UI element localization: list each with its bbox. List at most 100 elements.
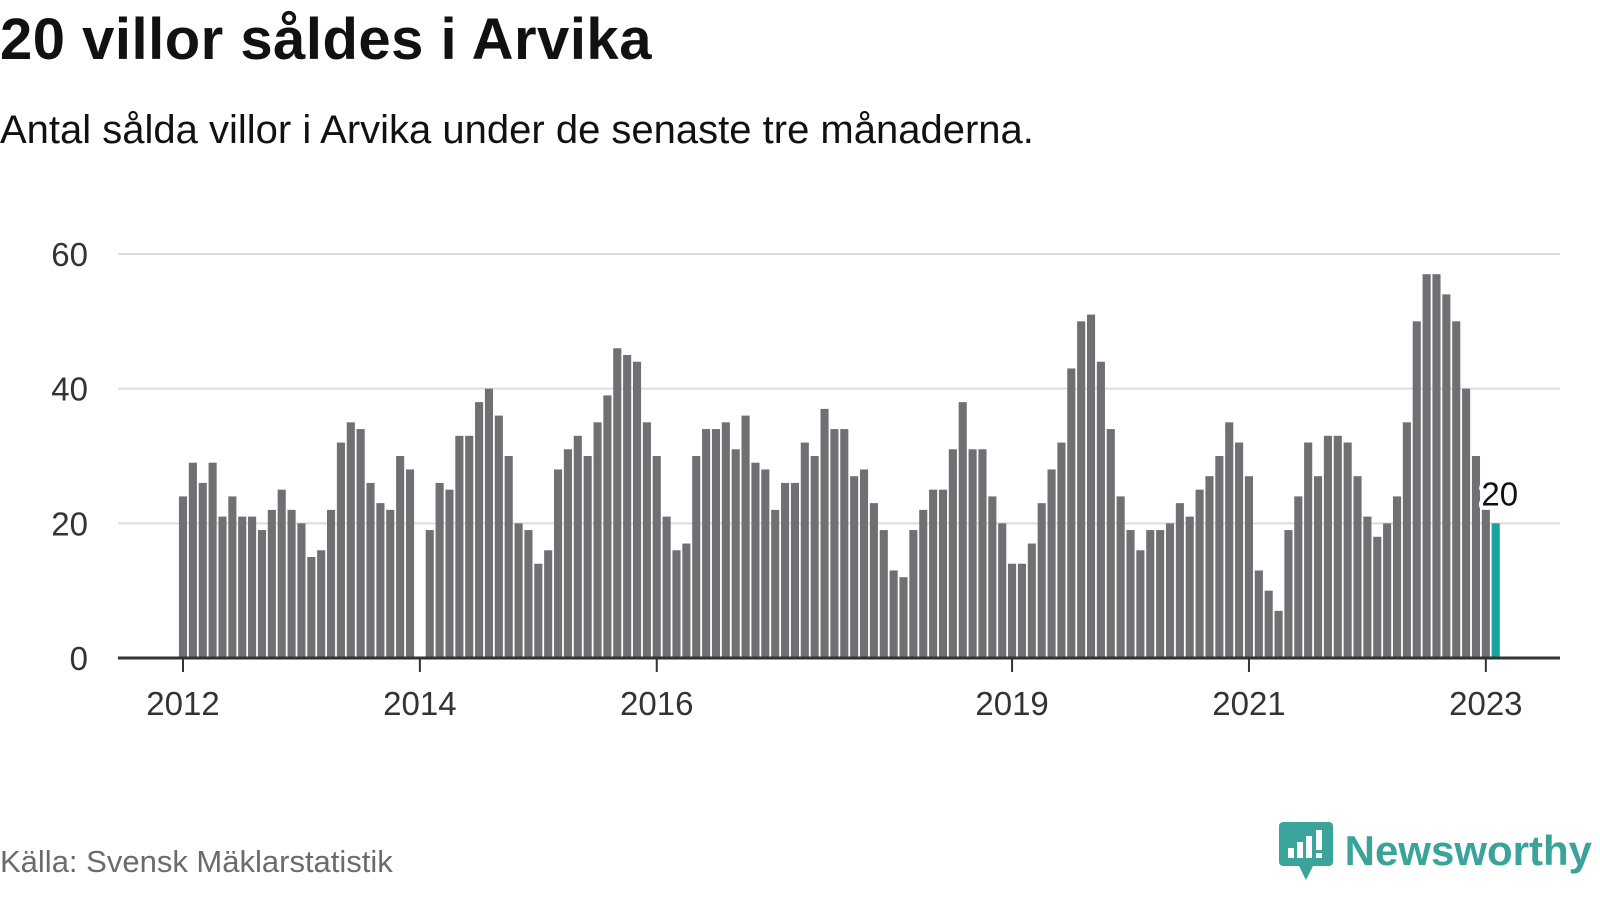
bar xyxy=(563,449,572,658)
bar xyxy=(178,496,188,658)
bar xyxy=(583,456,592,658)
bar xyxy=(968,449,977,658)
bar xyxy=(494,415,503,658)
bar xyxy=(1244,476,1254,658)
bar xyxy=(475,402,484,658)
bar xyxy=(978,449,987,658)
bar xyxy=(376,503,385,658)
bar xyxy=(484,388,494,658)
y-tick-label: 40 xyxy=(51,371,88,408)
bar xyxy=(1323,435,1332,658)
bar xyxy=(1067,368,1076,658)
brand-name: Newsworthy xyxy=(1344,827,1592,874)
bar xyxy=(692,456,701,658)
bar xyxy=(899,577,908,658)
bar xyxy=(879,530,888,658)
bar xyxy=(1284,530,1293,658)
bar xyxy=(702,429,711,658)
bar xyxy=(1086,314,1096,658)
bar xyxy=(603,395,612,658)
bar xyxy=(317,550,326,658)
bar xyxy=(1333,435,1342,658)
bar xyxy=(761,469,770,658)
bar xyxy=(948,449,957,658)
bar xyxy=(1304,442,1313,658)
x-tick-label: 2014 xyxy=(383,685,456,722)
bar xyxy=(869,503,878,658)
bar xyxy=(1185,516,1194,658)
bar xyxy=(307,557,316,658)
bar xyxy=(652,456,661,658)
bar xyxy=(771,509,780,658)
bar xyxy=(465,435,474,658)
x-tick-label: 2019 xyxy=(975,685,1048,722)
bar xyxy=(731,449,740,658)
bar xyxy=(1195,489,1204,658)
bar xyxy=(1225,422,1234,658)
bar xyxy=(1353,476,1362,658)
bar xyxy=(544,550,553,658)
bar xyxy=(1432,274,1441,658)
bar xyxy=(810,456,819,658)
bar xyxy=(1462,388,1471,658)
value-label-halo: 20 xyxy=(1481,475,1518,512)
bar xyxy=(208,462,217,658)
bar xyxy=(1363,516,1372,658)
bar xyxy=(623,355,632,658)
bar xyxy=(1017,563,1026,658)
bar xyxy=(248,516,257,658)
bar xyxy=(287,509,296,658)
bar xyxy=(1057,442,1066,658)
bar xyxy=(1136,550,1145,658)
source-note: Källa: Svensk Mäklarstatistik xyxy=(0,844,393,879)
bar xyxy=(830,429,839,658)
bar xyxy=(790,482,799,658)
bar xyxy=(1106,429,1115,658)
x-tick-label: 2021 xyxy=(1212,685,1285,722)
bar xyxy=(850,476,859,658)
bar xyxy=(1422,274,1431,658)
bar xyxy=(741,415,750,658)
bar xyxy=(1205,476,1214,658)
bar xyxy=(534,563,543,658)
bar xyxy=(1442,294,1451,658)
bar xyxy=(1254,570,1263,658)
bar xyxy=(672,550,681,658)
bar xyxy=(514,523,523,658)
bar xyxy=(1215,456,1224,658)
x-tick-label: 2016 xyxy=(620,685,693,722)
bar xyxy=(1383,523,1392,658)
bar xyxy=(800,442,809,658)
bar xyxy=(554,469,563,658)
bar xyxy=(573,435,582,658)
x-tick-label: 2012 xyxy=(146,685,219,722)
bar xyxy=(455,435,464,658)
newsworthy-chart-bubble-icon xyxy=(1278,822,1333,880)
bar xyxy=(435,482,444,658)
value-label: 20 xyxy=(1481,475,1518,512)
bar xyxy=(1027,543,1036,658)
bar xyxy=(1126,530,1135,658)
bar xyxy=(929,489,938,658)
bar xyxy=(297,523,306,658)
bar xyxy=(1343,442,1352,658)
bar xyxy=(721,422,730,658)
bar xyxy=(938,489,948,658)
bar xyxy=(356,429,365,658)
bar xyxy=(218,516,227,658)
bar xyxy=(1452,321,1461,658)
bar xyxy=(1096,361,1105,658)
bar xyxy=(909,530,918,658)
bar xyxy=(524,530,533,658)
chart-subtitle: Antal sålda villor i Arvika under de sen… xyxy=(0,108,1034,152)
bar xyxy=(188,462,197,658)
bar xyxy=(504,456,513,658)
bar xyxy=(1235,442,1244,658)
bar xyxy=(346,422,355,658)
bar xyxy=(919,509,928,658)
x-tick-label: 2023 xyxy=(1449,685,1522,722)
bar xyxy=(445,489,454,658)
bar xyxy=(1402,422,1411,658)
bar xyxy=(642,422,651,658)
